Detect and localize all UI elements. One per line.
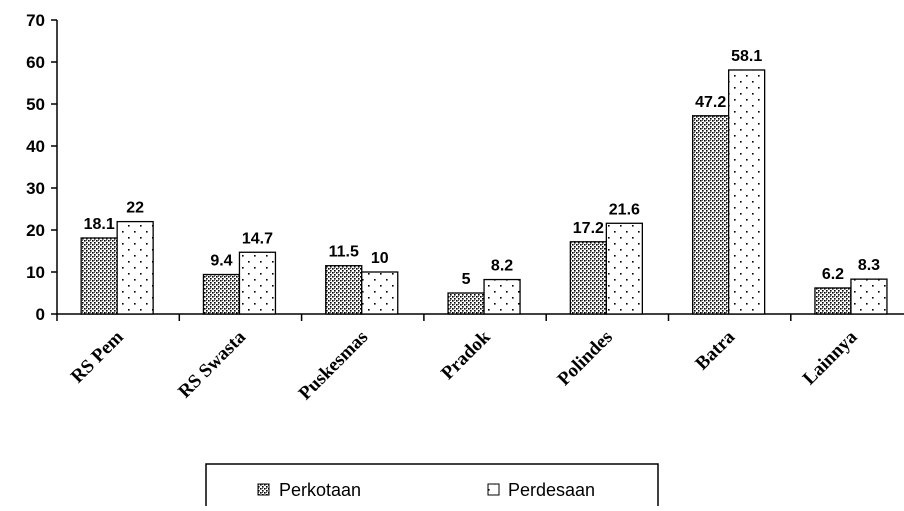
y-tick-label: 0: [36, 305, 45, 324]
data-label: 6.2: [822, 266, 844, 283]
axes: 0 10 20 30 40 50 60 70 RS Pem RS Swasta Puskesmas P…: [26, 11, 904, 404]
legend-label: Perdesaan: [508, 480, 595, 500]
bar-perdesaan-6: [850, 278, 888, 315]
x-category-label: Lainnya: [799, 326, 862, 389]
y-tick-label: 50: [26, 95, 45, 114]
data-label: 21.6: [609, 201, 640, 218]
bar-perdesaan-3: [483, 278, 521, 315]
data-label: 58.1: [731, 48, 762, 65]
y-tick-label: 10: [26, 263, 45, 282]
data-label: 10: [371, 250, 389, 267]
y-tick-label: 70: [26, 11, 45, 30]
bar-perkotaan-3: [447, 292, 485, 315]
x-category-label: RS Pem: [67, 327, 128, 388]
bar-perkotaan-5: [692, 115, 730, 315]
legend-swatch-perkotaan: [257, 483, 270, 496]
bar-perdesaan-0: [116, 220, 154, 315]
data-label: 8.2: [491, 258, 513, 275]
x-category-label: Puskesmas: [295, 327, 373, 405]
data-label: 18.1: [84, 216, 115, 233]
legend-box: [205, 463, 659, 511]
x-category-label: Pradok: [437, 326, 495, 384]
data-label: 11.5: [329, 244, 359, 261]
x-category-label: RS Swasta: [174, 326, 250, 402]
data-label: 5: [462, 271, 471, 288]
legend-label: Perkotaan: [279, 480, 361, 500]
x-category-label: Polindes: [554, 327, 617, 390]
bar-perdesaan-5: [728, 69, 766, 315]
bar-perkotaan-6: [814, 287, 852, 315]
data-label: 22: [126, 200, 144, 217]
data-labels: 18.1 22 9.4 14.7 11.5 10 5 8.2 17.2 21.6 47.2 58.1 6…: [84, 48, 881, 288]
bar-perdesaan-2: [361, 271, 399, 315]
data-label: 14.7: [242, 230, 273, 247]
data-label: 9.4: [210, 253, 232, 270]
y-tick-label: 60: [26, 53, 45, 72]
bar-perdesaan-1: [238, 251, 277, 315]
bar-perkotaan-1: [202, 273, 241, 315]
data-label: 47.2: [695, 94, 726, 111]
bars: [80, 69, 888, 315]
bar-perkotaan-0: [80, 237, 118, 315]
y-tick-label: 30: [26, 179, 45, 198]
y-tick-label: 20: [26, 221, 45, 240]
legend: Perkotaan Perdesaan: [205, 463, 659, 511]
bar-perkotaan-2: [325, 265, 363, 315]
x-category-label: Batra: [692, 326, 740, 374]
legend-swatch-perdesaan: [487, 483, 500, 496]
bar-perdesaan-4: [605, 222, 643, 315]
y-tick-label: 40: [26, 137, 45, 156]
data-label: 17.2: [573, 220, 604, 237]
bar-perkotaan-4: [569, 241, 607, 315]
data-label: 8.3: [858, 257, 880, 274]
